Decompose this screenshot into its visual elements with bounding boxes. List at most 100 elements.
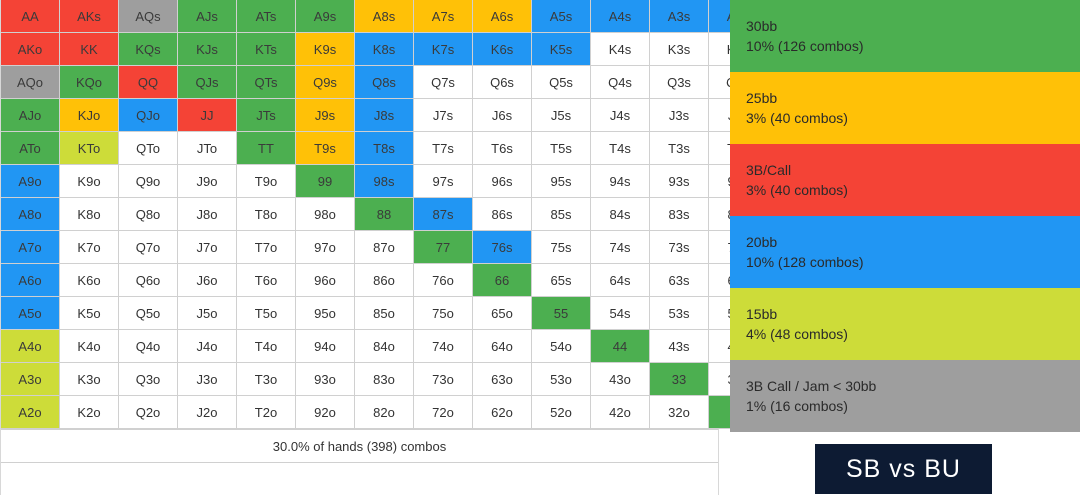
- hand-cell: Q9o: [119, 165, 178, 198]
- hand-cell: T8s: [355, 132, 414, 165]
- hand-cell: J8s: [355, 99, 414, 132]
- legend-item-30bb: 30bb 10% (126 combos): [730, 0, 1080, 72]
- hand-cell: K6o: [60, 264, 119, 297]
- hand-cell: Q6o: [119, 264, 178, 297]
- hand-cell: QJs: [178, 66, 237, 99]
- hand-cell: T6s: [473, 132, 532, 165]
- hand-cell: 97s: [414, 165, 473, 198]
- hand-cell: A4s: [591, 0, 650, 33]
- hand-cell: QTs: [237, 66, 296, 99]
- legend-label: 15bb: [746, 306, 778, 322]
- hand-cell: A9o: [1, 165, 60, 198]
- hand-cell: J9o: [178, 165, 237, 198]
- hand-cell: K8s: [355, 33, 414, 66]
- hand-cell: AJo: [1, 99, 60, 132]
- hand-cell: 65s: [532, 264, 591, 297]
- matchup-title-badge: SB vs BU: [815, 444, 992, 494]
- action-legend: 30bb 10% (126 combos) 25bb 3% (40 combos…: [730, 0, 1080, 432]
- legend-item-jam: 3B Call / Jam < 30bb 1% (16 combos): [730, 360, 1080, 432]
- hand-cell: Q7o: [119, 231, 178, 264]
- hand-cell: QJo: [119, 99, 178, 132]
- hand-cell: A3o: [1, 363, 60, 396]
- hand-cell: 86s: [473, 198, 532, 231]
- hand-cell: 97o: [296, 231, 355, 264]
- hand-cell: 95o: [296, 297, 355, 330]
- hand-cell: 73o: [414, 363, 473, 396]
- hand-cell: 84o: [355, 330, 414, 363]
- hand-cell: JTs: [237, 99, 296, 132]
- hand-cell: 63o: [473, 363, 532, 396]
- hand-cell: J2o: [178, 396, 237, 429]
- legend-stat: 10% (126 combos): [746, 38, 864, 54]
- hand-cell: A8s: [355, 0, 414, 33]
- hand-cell: T3o: [237, 363, 296, 396]
- hand-cell: T6o: [237, 264, 296, 297]
- hand-cell: K3s: [650, 33, 709, 66]
- hand-cell: 63s: [650, 264, 709, 297]
- hand-range-grid: AAAKsAQsAJsATsA9sA8sA7sA6sA5sA4sA3sA2sAK…: [0, 0, 768, 495]
- hand-cell: J6o: [178, 264, 237, 297]
- hand-cell: QQ: [119, 66, 178, 99]
- hand-cell: 76o: [414, 264, 473, 297]
- hand-cell: AQs: [119, 0, 178, 33]
- hand-cell: J3o: [178, 363, 237, 396]
- hand-cell: T7s: [414, 132, 473, 165]
- hand-cell: K4s: [591, 33, 650, 66]
- hand-cell: KJs: [178, 33, 237, 66]
- hand-cell: 54o: [532, 330, 591, 363]
- hand-cell: Q8o: [119, 198, 178, 231]
- hand-cell: 62o: [473, 396, 532, 429]
- hand-cell: 95s: [532, 165, 591, 198]
- hand-cell: T7o: [237, 231, 296, 264]
- hand-cell: 43o: [591, 363, 650, 396]
- hand-cell: J5s: [532, 99, 591, 132]
- hand-cell: 86o: [355, 264, 414, 297]
- hand-cell: Q2o: [119, 396, 178, 429]
- legend-item-20bb: 20bb 10% (128 combos): [730, 216, 1080, 288]
- hand-cell: 99: [296, 165, 355, 198]
- hand-cell: A2o: [1, 396, 60, 429]
- hand-cell: T3s: [650, 132, 709, 165]
- hand-cell: KQo: [60, 66, 119, 99]
- hand-cell: Q5o: [119, 297, 178, 330]
- legend-label: 20bb: [746, 234, 778, 250]
- hand-cell: 43s: [650, 330, 709, 363]
- legend-item-3b-call: 3B/Call 3% (40 combos): [730, 144, 1080, 216]
- hand-cell: T5s: [532, 132, 591, 165]
- hand-cell: ATo: [1, 132, 60, 165]
- hand-cell: A3s: [650, 0, 709, 33]
- hand-cell: 72o: [414, 396, 473, 429]
- hand-cell: A7o: [1, 231, 60, 264]
- legend-stat: 1% (16 combos): [746, 398, 848, 414]
- hand-cell: A6s: [473, 0, 532, 33]
- hand-cell: J3s: [650, 99, 709, 132]
- hand-cell: 87s: [414, 198, 473, 231]
- hand-cell: K8o: [60, 198, 119, 231]
- hand-cell: 74o: [414, 330, 473, 363]
- hand-cell: J4s: [591, 99, 650, 132]
- hand-cell: K6s: [473, 33, 532, 66]
- legend-stat: 4% (48 combos): [746, 326, 848, 342]
- hand-cell: J5o: [178, 297, 237, 330]
- hand-cell: K9o: [60, 165, 119, 198]
- hand-cell: 53s: [650, 297, 709, 330]
- hand-cell: JJ: [178, 99, 237, 132]
- legend-stat: 3% (40 combos): [746, 110, 848, 126]
- hand-cell: 94s: [591, 165, 650, 198]
- hand-cell: Q3o: [119, 363, 178, 396]
- legend-stat: 10% (128 combos): [746, 254, 864, 270]
- hand-cell: 96s: [473, 165, 532, 198]
- hand-cell: K5o: [60, 297, 119, 330]
- range-summary: 30.0% of hands (398) combos: [1, 429, 718, 463]
- hand-cell: 84s: [591, 198, 650, 231]
- hand-cell: K7s: [414, 33, 473, 66]
- legend-stat: 3% (40 combos): [746, 182, 848, 198]
- hand-cell: 55: [532, 297, 591, 330]
- hand-cell: Q8s: [355, 66, 414, 99]
- hand-cell: T9s: [296, 132, 355, 165]
- hand-cell: AA: [1, 0, 60, 33]
- hand-cell: T8o: [237, 198, 296, 231]
- hand-cell: 66: [473, 264, 532, 297]
- hand-cell: 83s: [650, 198, 709, 231]
- hand-cell: T5o: [237, 297, 296, 330]
